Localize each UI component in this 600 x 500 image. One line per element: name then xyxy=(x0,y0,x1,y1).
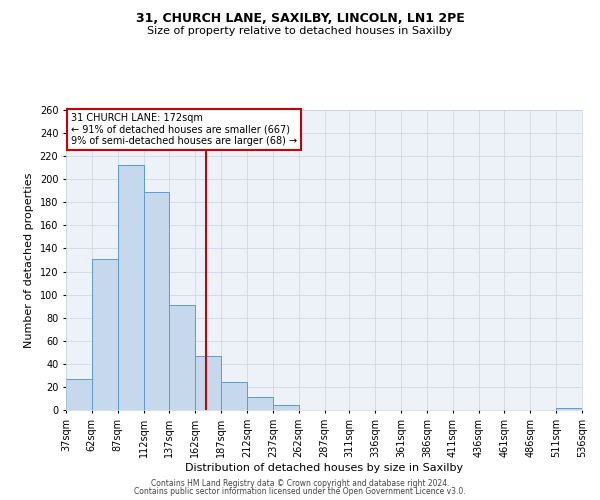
Bar xyxy=(143,192,169,410)
Text: Contains public sector information licensed under the Open Government Licence v3: Contains public sector information licen… xyxy=(134,487,466,496)
Bar xyxy=(221,382,247,410)
Bar xyxy=(169,305,195,410)
Bar xyxy=(92,259,118,410)
Bar xyxy=(273,406,299,410)
Bar xyxy=(247,398,273,410)
Text: 31 CHURCH LANE: 172sqm
← 91% of detached houses are smaller (667)
9% of semi-det: 31 CHURCH LANE: 172sqm ← 91% of detached… xyxy=(71,113,297,146)
Text: 31, CHURCH LANE, SAXILBY, LINCOLN, LN1 2PE: 31, CHURCH LANE, SAXILBY, LINCOLN, LN1 2… xyxy=(136,12,464,26)
X-axis label: Distribution of detached houses by size in Saxilby: Distribution of detached houses by size … xyxy=(185,462,463,472)
Text: Size of property relative to detached houses in Saxilby: Size of property relative to detached ho… xyxy=(148,26,452,36)
Text: Contains HM Land Registry data © Crown copyright and database right 2024.: Contains HM Land Registry data © Crown c… xyxy=(151,478,449,488)
Y-axis label: Number of detached properties: Number of detached properties xyxy=(24,172,34,348)
Bar xyxy=(195,356,221,410)
Bar xyxy=(118,166,143,410)
Bar xyxy=(66,379,92,410)
Bar xyxy=(556,408,582,410)
